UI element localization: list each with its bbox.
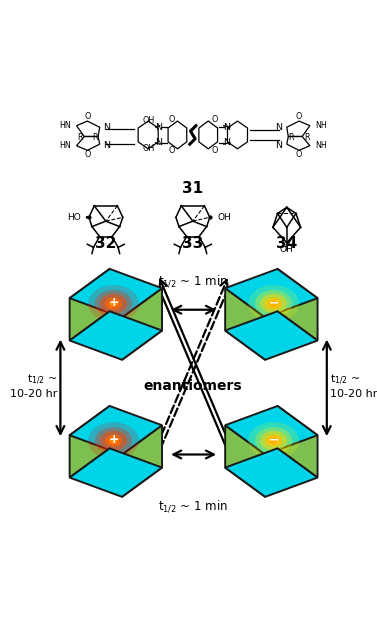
Ellipse shape [260, 294, 287, 313]
Polygon shape [277, 269, 317, 341]
Ellipse shape [95, 290, 132, 317]
Text: OH: OH [280, 245, 294, 253]
Ellipse shape [260, 431, 287, 451]
Text: R: R [92, 133, 98, 142]
Ellipse shape [88, 285, 139, 322]
Ellipse shape [255, 290, 292, 317]
Text: R: R [77, 133, 83, 142]
Text: N: N [155, 138, 162, 147]
Text: 31: 31 [182, 182, 203, 197]
Ellipse shape [265, 434, 282, 447]
Text: O: O [168, 115, 175, 124]
Ellipse shape [95, 427, 132, 454]
Ellipse shape [248, 285, 299, 322]
Polygon shape [70, 269, 110, 341]
Text: +: + [108, 433, 119, 446]
Text: 33: 33 [182, 236, 204, 251]
Text: OH: OH [142, 117, 154, 125]
Text: N: N [275, 123, 282, 132]
Polygon shape [225, 288, 265, 360]
Ellipse shape [265, 298, 282, 310]
Text: N: N [103, 141, 110, 150]
Text: N: N [103, 123, 110, 132]
Text: t$_{1/2}$ ~
10-20 hr: t$_{1/2}$ ~ 10-20 hr [330, 373, 377, 399]
Ellipse shape [100, 431, 127, 451]
Polygon shape [70, 269, 162, 318]
Ellipse shape [100, 294, 127, 313]
Text: O: O [168, 146, 175, 155]
Text: HO: HO [67, 213, 81, 222]
Polygon shape [277, 406, 317, 477]
Polygon shape [225, 269, 317, 318]
Text: O: O [211, 146, 218, 155]
Ellipse shape [88, 422, 139, 459]
Text: t$_{1/2}$ ~
10-20 hr: t$_{1/2}$ ~ 10-20 hr [10, 373, 57, 399]
Ellipse shape [255, 427, 292, 454]
Text: HN: HN [60, 121, 71, 130]
Text: O: O [211, 115, 218, 124]
Text: HN: HN [60, 141, 71, 150]
Text: 34: 34 [276, 236, 297, 251]
Ellipse shape [109, 301, 118, 306]
Polygon shape [225, 425, 265, 497]
Text: −: − [268, 433, 279, 446]
Polygon shape [122, 425, 162, 497]
Polygon shape [225, 448, 317, 497]
Text: t$_{1/2}$ ~ 1 min: t$_{1/2}$ ~ 1 min [158, 498, 228, 514]
Text: −: − [268, 296, 279, 310]
Text: +: + [108, 296, 119, 310]
Ellipse shape [105, 298, 122, 310]
Text: 32: 32 [95, 236, 116, 251]
Polygon shape [70, 311, 162, 360]
Text: N: N [223, 123, 230, 132]
Polygon shape [70, 406, 162, 454]
Text: OH: OH [218, 213, 231, 222]
Text: N: N [155, 123, 162, 132]
Text: OH: OH [142, 144, 154, 154]
Text: N: N [275, 141, 282, 150]
Text: O: O [84, 150, 90, 160]
Text: enantiomers: enantiomers [144, 379, 242, 393]
Text: t$_{1/2}$ ~ 1 min: t$_{1/2}$ ~ 1 min [158, 273, 228, 289]
Polygon shape [225, 311, 317, 360]
Ellipse shape [109, 437, 118, 444]
Polygon shape [70, 448, 162, 497]
Text: O: O [296, 150, 302, 160]
Text: NH: NH [315, 121, 327, 130]
Ellipse shape [105, 434, 122, 447]
Polygon shape [122, 288, 162, 360]
Text: N: N [223, 138, 230, 147]
Text: NH: NH [315, 141, 327, 150]
Ellipse shape [270, 437, 278, 444]
Text: O: O [84, 112, 90, 121]
Ellipse shape [248, 422, 299, 459]
Text: R: R [289, 133, 294, 142]
Polygon shape [70, 406, 110, 477]
Polygon shape [225, 406, 317, 454]
Ellipse shape [270, 301, 278, 306]
Text: O: O [296, 112, 302, 121]
Text: R: R [304, 133, 310, 142]
